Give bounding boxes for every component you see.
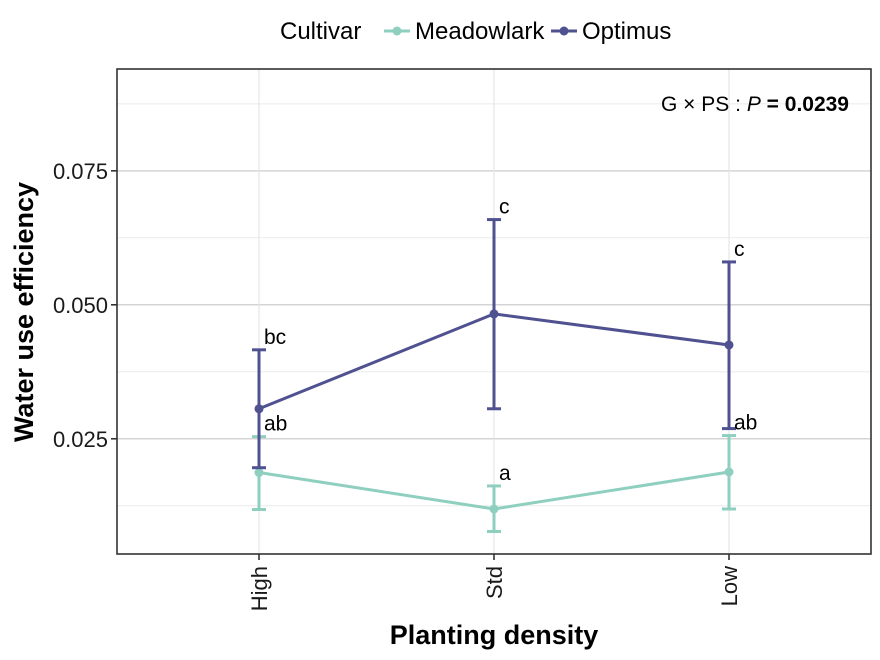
significance-letter: ab <box>734 412 757 435</box>
annotation-value: = 0.0239 <box>761 93 849 116</box>
data-point <box>489 309 499 319</box>
significance-letter: c <box>499 196 510 219</box>
annotation-prefix: G × PS : <box>661 93 747 116</box>
x-tick-label: High <box>247 566 272 611</box>
x-axis-title: Planting density <box>390 620 599 650</box>
significance-letter: ab <box>264 413 287 436</box>
legend-key-meadowlark <box>384 26 410 36</box>
significance-letter: a <box>499 462 511 485</box>
legend-label-optimus: Optimus <box>582 18 671 45</box>
x-axis: High Std Low <box>247 554 742 611</box>
legend-title: Cultivar <box>280 18 361 45</box>
legend-label-meadowlark: Meadowlark <box>415 18 545 45</box>
data-point <box>489 504 499 514</box>
data-point <box>254 468 264 478</box>
x-tick-label: Low <box>717 566 742 606</box>
x-tick-label: Std <box>482 566 507 599</box>
data-point <box>724 467 734 477</box>
data-point <box>724 340 734 350</box>
annotation-p-label: P <box>747 93 761 116</box>
stat-annotation: G × PS : P = 0.0239 <box>661 93 849 116</box>
y-axis-title: Water use efficiency <box>9 182 39 442</box>
significance-letter: c <box>734 238 745 261</box>
y-tick-label: 0.025 <box>53 427 108 452</box>
y-tick-label: 0.050 <box>53 293 108 318</box>
series-optimus <box>252 218 736 470</box>
y-axis: 0.025 0.050 0.075 <box>53 159 117 452</box>
legend: Cultivar Meadowlark Optimus <box>280 18 671 45</box>
data-point <box>254 404 264 414</box>
y-tick-label: 0.075 <box>53 159 108 184</box>
series-layer: ab a ab bc c c <box>252 196 757 533</box>
significance-letter: bc <box>264 326 286 349</box>
legend-key-optimus <box>551 26 577 36</box>
